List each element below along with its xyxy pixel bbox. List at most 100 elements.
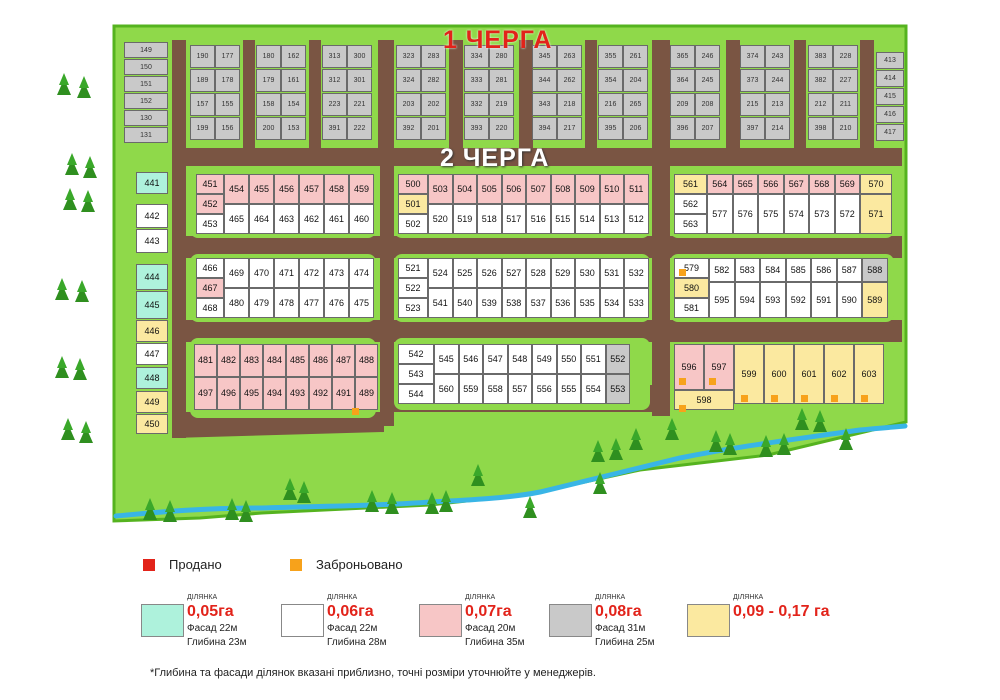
plot-547[interactable]: 547 xyxy=(483,344,508,374)
plot-507[interactable]: 507 xyxy=(526,174,551,204)
plot-206[interactable]: 206 xyxy=(623,117,648,140)
plot-576[interactable]: 576 xyxy=(732,194,758,234)
plot-603[interactable]: 603 xyxy=(854,344,884,404)
plot-301[interactable]: 301 xyxy=(347,69,372,92)
plot-462[interactable]: 462 xyxy=(299,204,324,234)
plot-443[interactable]: 443 xyxy=(136,229,168,253)
plot-475[interactable]: 475 xyxy=(349,288,374,318)
plot-178[interactable]: 178 xyxy=(215,69,240,92)
plot-161[interactable]: 161 xyxy=(281,69,306,92)
plot-463[interactable]: 463 xyxy=(274,204,299,234)
plot-581[interactable]: 581 xyxy=(674,298,709,318)
plot-201[interactable]: 201 xyxy=(421,117,446,140)
plot-227[interactable]: 227 xyxy=(833,69,858,92)
plot-535[interactable]: 535 xyxy=(575,288,600,318)
plot-446[interactable]: 446 xyxy=(136,320,168,342)
plot-546[interactable]: 546 xyxy=(458,344,483,374)
plot-516[interactable]: 516 xyxy=(526,204,551,234)
plot-541[interactable]: 541 xyxy=(428,288,453,318)
plot-449[interactable]: 449 xyxy=(136,391,168,413)
plot-557[interactable]: 557 xyxy=(507,374,532,404)
plot-502[interactable]: 502 xyxy=(398,214,428,234)
plot-539[interactable]: 539 xyxy=(477,288,502,318)
plot-442[interactable]: 442 xyxy=(136,204,168,228)
plot-262[interactable]: 262 xyxy=(557,69,582,92)
plot-569[interactable]: 569 xyxy=(834,174,860,194)
plot-263[interactable]: 263 xyxy=(557,45,582,68)
plot-477[interactable]: 477 xyxy=(299,288,324,318)
plot-364[interactable]: 364 xyxy=(670,69,695,92)
plot-481[interactable]: 481 xyxy=(194,344,217,377)
plot-596[interactable]: 596 xyxy=(674,344,704,390)
plot-548[interactable]: 548 xyxy=(507,344,532,374)
plot-334[interactable]: 334 xyxy=(464,45,489,68)
plot-592[interactable]: 592 xyxy=(785,282,811,318)
plot-397[interactable]: 397 xyxy=(740,117,765,140)
plot-561[interactable]: 561 xyxy=(674,174,707,194)
plot-246[interactable]: 246 xyxy=(695,45,720,68)
plot-202[interactable]: 202 xyxy=(421,93,446,116)
plot-177[interactable]: 177 xyxy=(215,45,240,68)
plot-413[interactable]: 413 xyxy=(876,52,904,69)
plot-312[interactable]: 312 xyxy=(322,69,347,92)
plot-515[interactable]: 515 xyxy=(550,204,575,234)
plot-465[interactable]: 465 xyxy=(224,204,249,234)
plot-537[interactable]: 537 xyxy=(526,288,551,318)
plot-150[interactable]: 150 xyxy=(124,59,168,75)
plot-281[interactable]: 281 xyxy=(489,69,514,92)
plot-520[interactable]: 520 xyxy=(428,204,453,234)
plot-479[interactable]: 479 xyxy=(249,288,274,318)
plot-365[interactable]: 365 xyxy=(670,45,695,68)
plot-354[interactable]: 354 xyxy=(598,69,623,92)
plot-488[interactable]: 488 xyxy=(355,344,378,377)
plot-567[interactable]: 567 xyxy=(783,174,809,194)
plot-558[interactable]: 558 xyxy=(483,374,508,404)
plot-244[interactable]: 244 xyxy=(765,69,790,92)
plot-203[interactable]: 203 xyxy=(396,93,421,116)
plot-151[interactable]: 151 xyxy=(124,76,168,92)
plot-553[interactable]: 553 xyxy=(605,374,630,404)
plot-323[interactable]: 323 xyxy=(396,45,421,68)
plot-208[interactable]: 208 xyxy=(695,93,720,116)
plot-452[interactable]: 452 xyxy=(196,194,224,214)
plot-599[interactable]: 599 xyxy=(734,344,764,404)
plot-565[interactable]: 565 xyxy=(732,174,758,194)
plot-216[interactable]: 216 xyxy=(598,93,623,116)
plot-486[interactable]: 486 xyxy=(309,344,332,377)
plot-211[interactable]: 211 xyxy=(833,93,858,116)
plot-536[interactable]: 536 xyxy=(550,288,575,318)
plot-595[interactable]: 595 xyxy=(709,282,735,318)
plot-572[interactable]: 572 xyxy=(834,194,860,234)
plot-220[interactable]: 220 xyxy=(489,117,514,140)
plot-562[interactable]: 562 xyxy=(674,194,707,214)
plot-374[interactable]: 374 xyxy=(740,45,765,68)
plot-545[interactable]: 545 xyxy=(434,344,459,374)
plot-149[interactable]: 149 xyxy=(124,42,168,58)
plot-470[interactable]: 470 xyxy=(249,258,274,288)
plot-549[interactable]: 549 xyxy=(532,344,557,374)
plot-503[interactable]: 503 xyxy=(428,174,453,204)
plot-458[interactable]: 458 xyxy=(324,174,349,204)
plot-416[interactable]: 416 xyxy=(876,106,904,123)
plot-199[interactable]: 199 xyxy=(190,117,215,140)
plot-563[interactable]: 563 xyxy=(674,214,707,234)
plot-601[interactable]: 601 xyxy=(794,344,824,404)
plot-582[interactable]: 582 xyxy=(709,258,735,282)
plot-543[interactable]: 543 xyxy=(398,364,434,384)
plot-494[interactable]: 494 xyxy=(263,377,286,410)
plot-480[interactable]: 480 xyxy=(224,288,249,318)
plot-450[interactable]: 450 xyxy=(136,414,168,434)
plot-528[interactable]: 528 xyxy=(526,258,551,288)
plot-580[interactable]: 580 xyxy=(674,278,709,298)
plot-521[interactable]: 521 xyxy=(398,258,428,278)
plot-492[interactable]: 492 xyxy=(309,377,332,410)
plot-497[interactable]: 497 xyxy=(194,377,217,410)
plot-540[interactable]: 540 xyxy=(452,288,477,318)
plot-509[interactable]: 509 xyxy=(575,174,600,204)
plot-394[interactable]: 394 xyxy=(532,117,557,140)
plot-454[interactable]: 454 xyxy=(224,174,249,204)
plot-513[interactable]: 513 xyxy=(599,204,624,234)
plot-590[interactable]: 590 xyxy=(836,282,862,318)
plot-158[interactable]: 158 xyxy=(256,93,281,116)
plot-484[interactable]: 484 xyxy=(263,344,286,377)
